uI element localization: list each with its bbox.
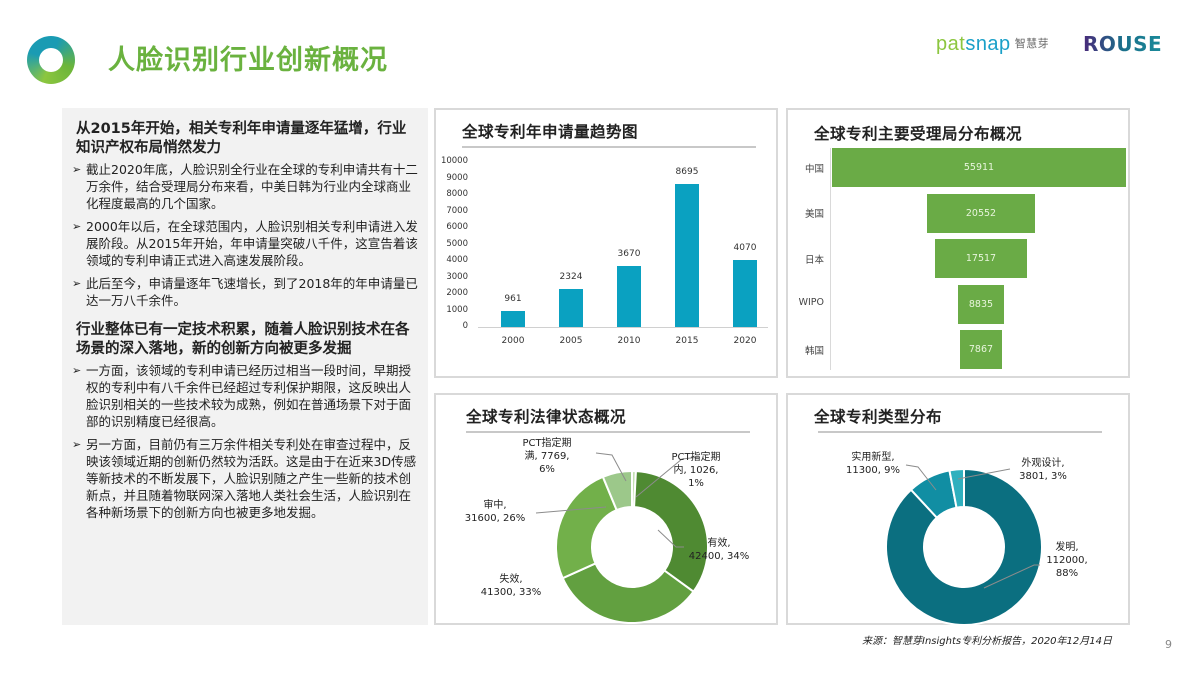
bar-2010	[617, 266, 641, 327]
chart-title: 全球专利年申请量趋势图	[462, 123, 639, 141]
bar-value-label: 3670	[617, 249, 641, 260]
patsnap-logo-snap: snap	[965, 33, 1011, 55]
donut-slice	[555, 475, 618, 580]
patsnap-logo-cn: 智慧芽	[1014, 38, 1050, 50]
leader-line	[595, 452, 627, 482]
y-tick: 3000	[446, 271, 468, 282]
funnel-bar-美国: 20552	[926, 193, 1036, 233]
x-tick: 2015	[675, 336, 699, 346]
funnel-bar-韩国: 7867	[960, 330, 1002, 369]
funnel-bar-日本: 17517	[934, 239, 1028, 278]
leader-line	[657, 529, 684, 548]
bar-value-label: 8695	[675, 166, 699, 177]
y-tick: 8000	[446, 189, 468, 199]
x-axis-line	[478, 327, 768, 328]
title-divider	[462, 146, 756, 148]
source-note: 来源：智慧芽Insights专利分析报告，2020年12月14日	[862, 636, 1112, 647]
y-tick: 0	[462, 321, 468, 331]
label-invalid: 失效, 41300, 33%	[480, 574, 542, 598]
donut-slice	[561, 562, 695, 624]
bar-2005	[559, 288, 583, 327]
bullet-item: 一方面，该领域的专利申请已经历过相当一段时间，早期授权的专利中有八千余件已经超过…	[72, 362, 418, 430]
label-pct-within: PCT指定期 内, 1026, 1%	[671, 452, 721, 489]
leader-line	[905, 464, 937, 491]
bullet-item: 2000年以后，在全球范围内，人脸识别相关专利申请进入发展阶段。从2015年开始…	[72, 218, 418, 269]
section1-bullets: 截止2020年底，人脸识别全行业在全球的专利申请共有十二万余件，结合受理局分布来…	[72, 161, 418, 309]
y-tick: 5000	[446, 238, 468, 249]
bar-2015	[675, 183, 699, 327]
patsnap-logo-pat: pat	[936, 33, 966, 55]
chart-title: 全球专利主要受理局分布概况	[814, 125, 1023, 143]
bullet-item: 另一方面，目前仍有三万余件相关专利处在审查过程中，反映该领域近期的创新仍然较为活…	[72, 436, 418, 521]
leader-line	[635, 456, 701, 498]
section2-heading: 行业整体已有一定技术积累，随着人脸识别技术在各场景的深入落地，新的创新方向被更多…	[76, 322, 410, 357]
page-number: 9	[1165, 638, 1172, 651]
y-tick: 10000	[440, 156, 468, 166]
bar-value-label: 4070	[733, 242, 757, 253]
y-tick: 9000	[446, 172, 468, 183]
bar-2000	[501, 311, 525, 327]
y-tick: 7000	[446, 205, 468, 216]
category-label: 美国	[804, 209, 824, 220]
legal-status-chart: 全球专利法律状态概况 PCT指定期 满, 7769, 6% PCT指定期 内, 102…	[434, 393, 778, 625]
funnel-bar-中国: 55911	[832, 148, 1126, 187]
patsnap-logo: patsnap 智慧芽	[936, 33, 1049, 56]
category-label: 韩国	[804, 345, 824, 357]
bar-value-label: 2324	[559, 271, 583, 282]
title-divider	[466, 431, 750, 433]
label-invention: 发明, 112000, 88%	[1046, 542, 1088, 579]
donut-slice	[885, 467, 1043, 626]
x-tick: 2005	[559, 336, 583, 346]
page-title: 人脸识别行业创新概况	[108, 45, 388, 76]
donut-slice	[601, 469, 633, 512]
category-label: WIPO	[798, 297, 824, 308]
bar-value-label: 961	[504, 294, 522, 305]
label-pending: 审中, 31600, 26%	[464, 500, 526, 524]
annual-applications-chart: 全球专利年申请量趋势图 10000 9000 8000 7000 6000 5000 400…	[434, 108, 778, 378]
office-distribution-chart: 全球专利主要受理局分布概况 中国 55911 美国 20552 日本 17517 WIPO 8…	[786, 108, 1130, 378]
y-tick: 2000	[446, 288, 468, 298]
y-tick: 4000	[446, 255, 468, 265]
bullet-item: 截止2020年底，人脸识别全行业在全球的专利申请共有十二万余件，结合受理局分布来…	[72, 161, 418, 212]
title-divider	[818, 431, 1102, 433]
legal-donut	[535, 452, 709, 624]
type-donut	[885, 464, 1043, 626]
leader-line	[983, 564, 1040, 589]
leader-line	[957, 468, 1011, 480]
category-label: 中国	[804, 163, 824, 175]
chart-title: 全球专利类型分布	[814, 408, 943, 426]
donut-slice	[633, 470, 709, 594]
label-utility: 实用新型, 11300, 9%	[845, 452, 901, 476]
y-tick: 1000	[446, 304, 468, 315]
y-axis-line	[830, 148, 831, 370]
chart-title: 全球专利法律状态概况	[466, 408, 627, 426]
bullet-item: 此后至今，申请量逐年飞速增长，到了2018年的年申请量已达一万八千余件。	[72, 275, 418, 309]
patent-type-chart: 全球专利类型分布 实用新型, 11300, 9% 外观设计, 3801, 3% 发明…	[786, 393, 1130, 626]
section2-bullets: 一方面，该领域的专利申请已经历过相当一段时间，早期授权的专利中有八千余件已经超过…	[72, 362, 418, 521]
x-tick: 2020	[733, 336, 757, 346]
section1-heading: 从2015年开始，相关专利年申请量逐年猛增，行业知识产权布局悄然发力	[76, 121, 407, 156]
bar-2020	[733, 259, 757, 327]
x-tick: 2010	[617, 336, 641, 346]
rouse-logo: ROUSE	[1083, 32, 1163, 56]
summary-panel: 从2015年开始，相关专利年申请量逐年猛增，行业知识产权布局悄然发力 截止202…	[62, 108, 428, 625]
leader-line	[535, 506, 607, 514]
funnel-bar-WIPO: 8835	[957, 284, 1005, 324]
label-design: 外观设计, 3801, 3%	[1019, 458, 1067, 482]
title-ring-icon	[27, 36, 75, 84]
label-pct-expired: PCT指定期 满, 7769, 6%	[522, 438, 572, 475]
label-valid: 有效, 42400, 34%	[688, 538, 750, 562]
y-tick: 6000	[446, 222, 468, 232]
category-label: 日本	[804, 254, 824, 266]
x-tick: 2000	[501, 336, 525, 346]
